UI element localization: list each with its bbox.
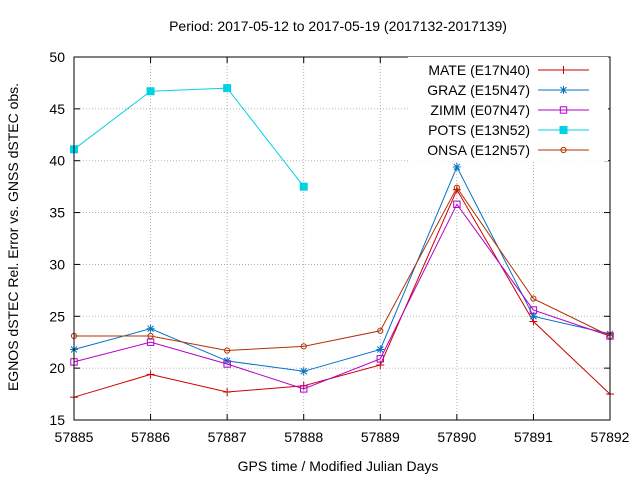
x-tick-label: 57888 (284, 429, 323, 445)
data-point (146, 87, 155, 96)
legend-entry: GRAZ (E15N47) (427, 82, 589, 98)
series-line (73, 188, 611, 398)
legend-entry: MATE (E17N40) (428, 62, 589, 78)
marker-stroke (560, 86, 567, 94)
y-axis-label: EGNOS dSTEC Rel. Error vs. GNSS dSTEC ob… (5, 83, 21, 391)
data-point (452, 162, 461, 171)
marker-stroke (453, 163, 461, 171)
y-tick-label: 25 (49, 308, 65, 324)
legend-label: ZIMM (E07N47) (430, 102, 530, 118)
data-point (377, 327, 384, 334)
x-tick-label: 57887 (208, 429, 247, 445)
marker-stroke (376, 346, 384, 353)
y-tick-label: 35 (49, 205, 65, 221)
data-point (223, 360, 231, 368)
legend-background (408, 57, 608, 161)
y-tick-label: 30 (49, 256, 65, 272)
series-line (74, 186, 611, 352)
data-point (376, 355, 384, 363)
plot-frame (73, 56, 611, 421)
legend-entry: ONSA (E12N57) (427, 142, 589, 158)
data-point (299, 367, 308, 376)
legend-label: ONSA (E12N57) (427, 142, 530, 158)
legend-marker (559, 126, 568, 134)
y-tick-label: 50 (49, 49, 65, 65)
legend-marker (559, 86, 568, 94)
legend-marker (560, 146, 567, 154)
series-line (73, 203, 611, 390)
x-tick-label: 57885 (55, 429, 94, 445)
y-tick-label: 15 (49, 412, 65, 428)
data-point (299, 182, 308, 191)
axes: 57885 57886 57887 57888 57889 57890 57891 57892… (49, 49, 629, 445)
data-point (300, 385, 308, 393)
data-point (146, 370, 155, 379)
data-point (147, 332, 154, 340)
legend-marker (559, 106, 568, 114)
legend-entry: POTS (E13N52) (428, 122, 589, 138)
data-point (376, 345, 385, 354)
data-point (453, 200, 461, 208)
data-point (146, 324, 155, 333)
x-tick-label: 57892 (591, 429, 630, 445)
legend-label: GRAZ (E15N47) (427, 82, 530, 98)
x-tick-label: 57889 (361, 429, 400, 445)
series-line (73, 87, 305, 187)
legend-label: POTS (E13N52) (428, 122, 530, 138)
marker-stroke (300, 367, 308, 375)
data-point (453, 184, 460, 191)
series-layer (70, 84, 614, 402)
legend-entry: ZIMM (E07N47) (430, 102, 589, 118)
series-line (73, 165, 611, 372)
legend-marker (559, 66, 568, 74)
legend: MATE (E17N40) GRAZ (E15N47) ZIMM (E07N47) P… (408, 57, 608, 161)
data-point (300, 343, 307, 350)
marker-stroke (530, 312, 537, 320)
data-point (530, 295, 537, 302)
y-tick-label: 40 (49, 153, 65, 169)
x-tick-label: 57891 (514, 429, 553, 445)
data-point (224, 347, 231, 354)
y-tick-label: 20 (49, 360, 65, 376)
data-point (223, 84, 232, 93)
chart-title: Period: 2017-05-12 to 2017-05-19 (201713… (169, 18, 507, 34)
y-tick-label: 45 (49, 101, 65, 117)
x-tick-label: 57890 (437, 429, 476, 445)
legend-label: MATE (E17N40) (428, 62, 530, 78)
data-point (223, 387, 232, 396)
data-point (529, 312, 538, 321)
x-axis-label: GPS time / Modified Julian Days (238, 458, 439, 474)
data-point (529, 306, 538, 314)
marker-stroke (147, 325, 154, 333)
x-tick-label: 57886 (131, 429, 170, 445)
